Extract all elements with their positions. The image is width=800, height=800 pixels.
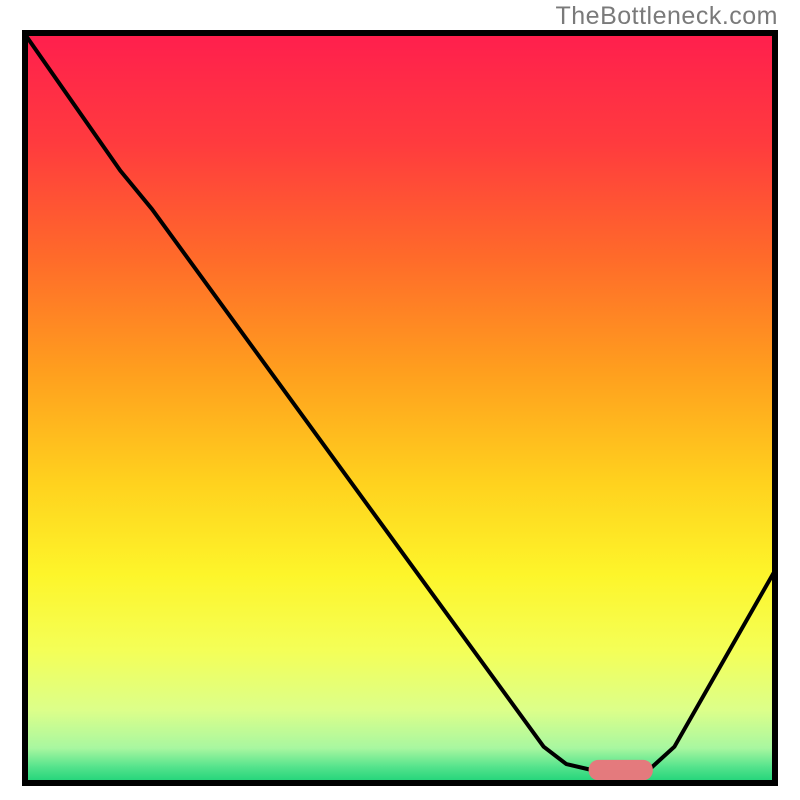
watermark-text: TheBottleneck.com (556, 2, 779, 31)
chart-wrapper: TheBottleneck.com (0, 0, 800, 800)
gradient-rect (22, 30, 778, 786)
chart-svg (22, 30, 778, 786)
optimal-marker (589, 760, 653, 780)
plot-frame (22, 30, 778, 786)
